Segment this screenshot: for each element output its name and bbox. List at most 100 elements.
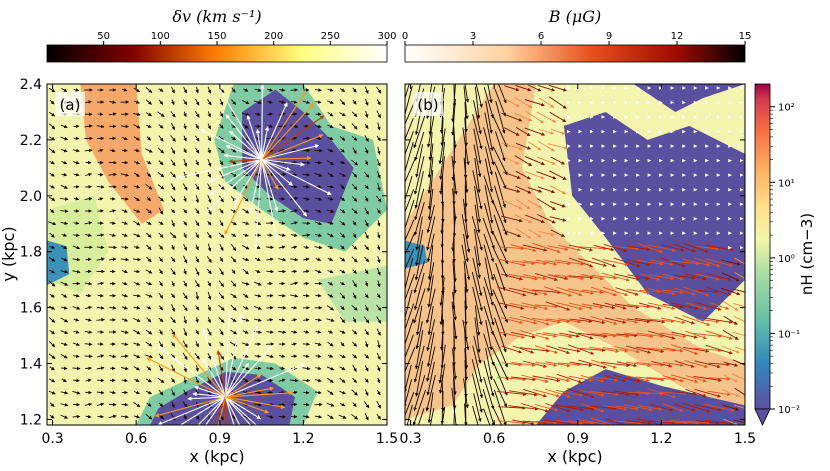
velocity-arrow	[364, 269, 369, 275]
velocity-arrow	[170, 171, 176, 178]
colorbar-tick-label: 50	[97, 31, 110, 42]
y-axis-label: y (kpc)	[0, 226, 18, 281]
velocity-arrow	[291, 269, 298, 274]
velocity-arrow	[314, 221, 323, 225]
velocity-arrow-outflow	[223, 396, 226, 425]
velocity-arrow	[231, 233, 237, 237]
velocity-arrow	[352, 353, 358, 359]
velocity-arrow-outflow	[261, 144, 320, 161]
field-arrow	[405, 364, 412, 393]
velocity-arrow-outflow	[224, 396, 235, 425]
velocity-arrow	[96, 257, 105, 261]
field-arrow	[415, 144, 424, 178]
colorbar-b-label: B (μG)	[548, 7, 602, 26]
velocity-arrow	[315, 124, 322, 129]
velocity-arrow	[291, 160, 298, 165]
velocity-arrow	[171, 122, 175, 131]
velocity-arrow	[340, 196, 345, 201]
velocity-arrow-outflow	[261, 115, 325, 160]
velocity-arrow	[303, 402, 310, 407]
velocity-arrow	[158, 99, 164, 105]
field-arrow	[482, 217, 495, 250]
velocity-arrow	[109, 306, 117, 310]
velocity-arrow-outflow	[146, 357, 226, 398]
field-arrow	[412, 389, 427, 425]
velocity-arrow	[315, 257, 322, 261]
velocity-arrow	[207, 183, 212, 191]
panel-a: (a) 0.3 0.6 0.9 1.2 1.5 1.2 1.4 1.6 1.8 2.0 2.2 2.4	[20, 77, 398, 447]
velocity-arrow	[49, 232, 55, 238]
velocity-arrow	[241, 112, 250, 117]
velocity-arrow	[97, 293, 104, 298]
velocity-arrow	[376, 159, 381, 167]
velocity-arrow-outflow	[224, 345, 273, 398]
velocity-arrow	[219, 267, 224, 276]
y-tick-label: 1.8	[20, 245, 42, 261]
velocity-arrow	[230, 293, 237, 299]
velocity-arrow	[339, 232, 346, 238]
velocity-arrow	[158, 135, 164, 142]
velocity-arrow	[133, 342, 141, 346]
velocity-arrow	[145, 378, 152, 383]
velocity-arrow	[278, 221, 286, 225]
velocity-arrow	[207, 135, 212, 142]
velocity-arrow	[158, 402, 164, 407]
velocity-arrow	[302, 366, 311, 371]
velocity-arrow	[183, 171, 187, 179]
velocity-arrow	[364, 135, 369, 142]
velocity-arrow	[158, 207, 164, 215]
field-arrow	[439, 286, 445, 326]
velocity-arrow	[315, 330, 322, 334]
velocity-arrow	[109, 221, 116, 225]
velocity-arrow	[85, 318, 92, 322]
velocity-arrow-outflow	[261, 159, 293, 186]
velocity-arrow	[364, 256, 370, 263]
velocity-arrow	[108, 160, 117, 165]
colorbar-tick-label: 150	[207, 31, 226, 42]
field-arrow	[473, 100, 482, 135]
colorbar-tick-label: 100	[151, 31, 170, 42]
velocity-arrow	[230, 221, 238, 226]
velocity-arrow-outflow	[224, 325, 259, 398]
velocity-arrow	[145, 329, 153, 335]
velocity-arrow	[73, 197, 80, 201]
velocity-arrow	[241, 282, 250, 286]
velocity-arrow	[267, 100, 273, 104]
velocity-arrow	[352, 377, 357, 384]
velocity-arrow	[120, 366, 129, 371]
field-arrow	[405, 248, 415, 277]
panel-b-label: (b)	[417, 96, 438, 114]
velocity-arrow	[291, 402, 298, 407]
velocity-arrow	[278, 257, 287, 262]
velocity-arrow	[290, 124, 299, 129]
field-arrow	[484, 257, 494, 297]
velocity-arrow	[230, 329, 238, 335]
velocity-arrow	[49, 414, 55, 419]
field-arrow	[464, 300, 468, 341]
velocity-arrow	[278, 293, 286, 298]
velocity-arrow	[207, 268, 212, 275]
velocity-arrow	[326, 318, 335, 322]
velocity-arrow	[60, 209, 69, 213]
velocity-arrow	[146, 305, 152, 310]
field-arrow	[426, 319, 436, 352]
field-arrow	[461, 244, 471, 281]
velocity-arrow	[377, 280, 381, 288]
velocity-arrow	[351, 183, 358, 191]
velocity-arrow	[302, 197, 310, 201]
velocity-arrow	[376, 171, 381, 179]
field-arrow	[464, 117, 469, 147]
field-arrow	[440, 203, 444, 235]
velocity-arrow	[303, 281, 310, 286]
velocity-arrow	[171, 341, 175, 347]
x-tick-label: 0.6	[483, 431, 505, 447]
field-arrow	[474, 317, 481, 353]
field-arrow	[405, 257, 414, 297]
velocity-arrow-outflow	[261, 103, 315, 160]
field-arrow	[405, 199, 415, 230]
field-arrow	[427, 169, 434, 210]
velocity-arrow	[61, 366, 68, 371]
field-arrow	[426, 332, 435, 368]
velocity-arrow-outflow	[197, 396, 226, 425]
field-arrow	[464, 348, 469, 381]
